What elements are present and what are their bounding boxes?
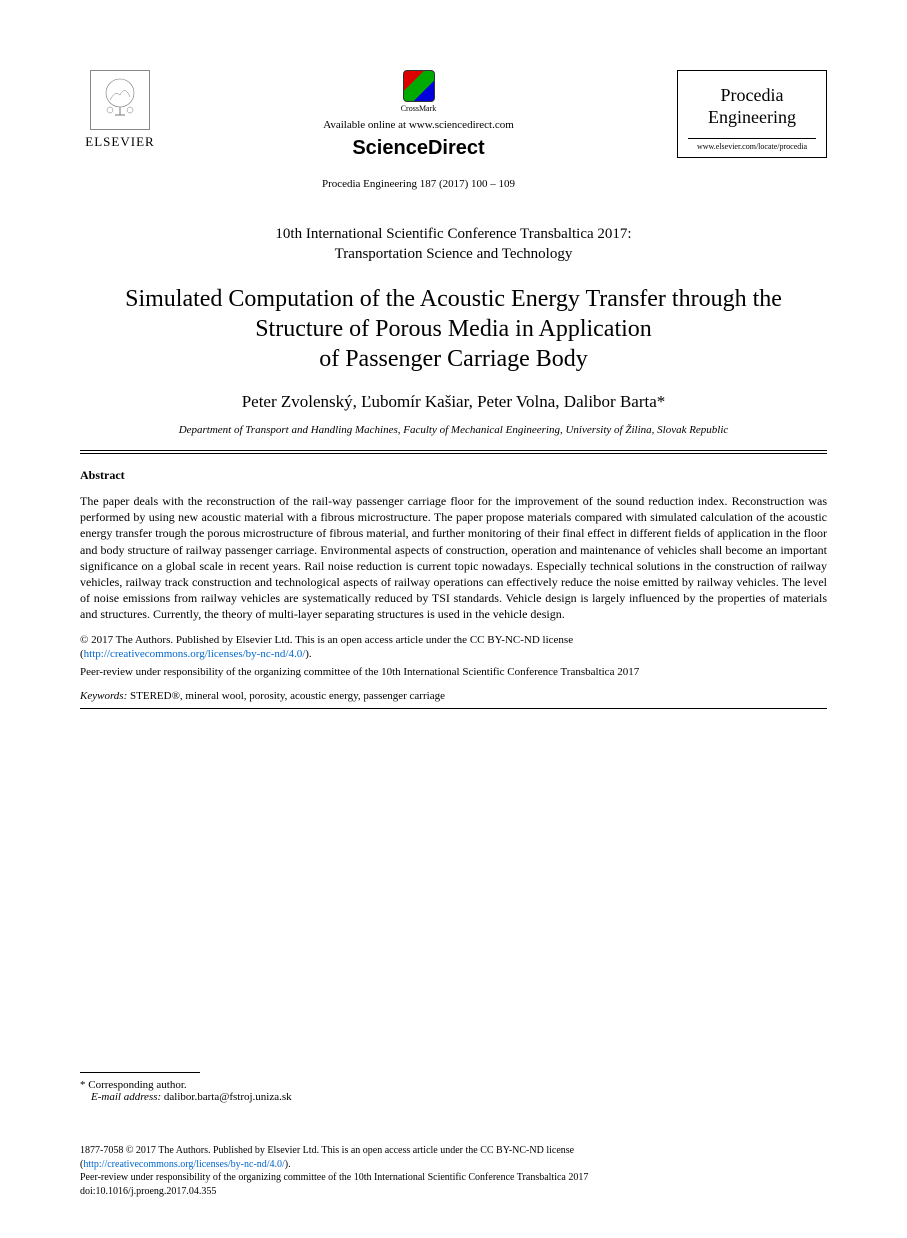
peer-review: Peer-review under responsibility of the … [80,666,827,678]
crossmark-block[interactable]: CrossMark [401,70,437,113]
footer: 1877-7058 © 2017 The Authors. Published … [80,1144,827,1198]
title-line1: Simulated Computation of the Acoustic En… [125,286,782,312]
abstract-body: The paper deals with the reconstruction … [80,493,827,623]
corresponding-author: * Corresponding author. E-mail address: … [80,1072,827,1103]
journal-name-2: Engineering [708,107,796,127]
copyright-block: © 2017 The Authors. Published by Elsevie… [80,633,827,663]
affiliation: Department of Transport and Handling Mac… [80,424,827,436]
conference-line1: 10th International Scientific Conference… [275,226,631,242]
elsevier-logo-block: ELSEVIER [80,70,160,150]
email-address: dalibor.barta@fstroj.uniza.sk [161,1091,292,1103]
crossmark-label: CrossMark [401,104,437,113]
journal-url: www.elsevier.com/locate/procedia [688,138,816,151]
footer-peer: Peer-review under responsibility of the … [80,1172,588,1183]
crossmark-icon [403,70,435,102]
footer-doi: doi:10.1016/j.proeng.2017.04.355 [80,1186,216,1197]
page: ELSEVIER CrossMark Available online at w… [0,0,907,1238]
conference-line2: Transportation Science and Technology [335,246,573,262]
paper-title: Simulated Computation of the Acoustic En… [80,284,827,374]
center-header: CrossMark Available online at www.scienc… [160,70,677,190]
keywords: Keywords: STERED®, mineral wool, porosit… [80,690,827,702]
email-label: E-mail address: [91,1091,161,1103]
license-link[interactable]: http://creativecommons.org/licenses/by-n… [84,648,306,660]
authors: Peter Zvolenský, Ľubomír Kašiar, Peter V… [80,392,827,412]
abstract-heading: Abstract [80,468,827,483]
footer-issn: 1877-7058 © 2017 The Authors. Published … [80,1145,574,1156]
journal-box: Procedia Engineering www.elsevier.com/lo… [677,70,827,158]
rule-above-abstract-2 [80,453,827,454]
title-line3: of Passenger Carriage Body [319,346,588,372]
available-online-text: Available online at www.sciencedirect.co… [170,119,667,131]
keywords-text: STERED®, mineral wool, porosity, acousti… [127,690,445,702]
corresponding-label: * Corresponding author. [80,1079,827,1091]
header-row: ELSEVIER CrossMark Available online at w… [80,70,827,190]
corresponding-rule [80,1072,200,1073]
copyright-line1: © 2017 The Authors. Published by Elsevie… [80,634,573,646]
conference-info: 10th International Scientific Conference… [80,225,827,264]
citation-text: Procedia Engineering 187 (2017) 100 – 10… [170,178,667,190]
journal-name-1: Procedia [721,85,784,105]
elsevier-label: ELSEVIER [85,134,154,150]
elsevier-tree-icon [90,70,150,130]
rule-below-keywords [80,708,827,709]
rule-above-abstract-1 [80,450,827,451]
footer-license-link[interactable]: http://creativecommons.org/licenses/by-n… [83,1159,284,1170]
keywords-label: Keywords: [80,690,127,702]
corresponding-email-row: E-mail address: dalibor.barta@fstroj.uni… [80,1091,827,1103]
sciencedirect-logo: ScienceDirect [170,137,667,160]
journal-name: Procedia Engineering [688,85,816,128]
title-line2: Structure of Porous Media in Application [255,316,652,342]
